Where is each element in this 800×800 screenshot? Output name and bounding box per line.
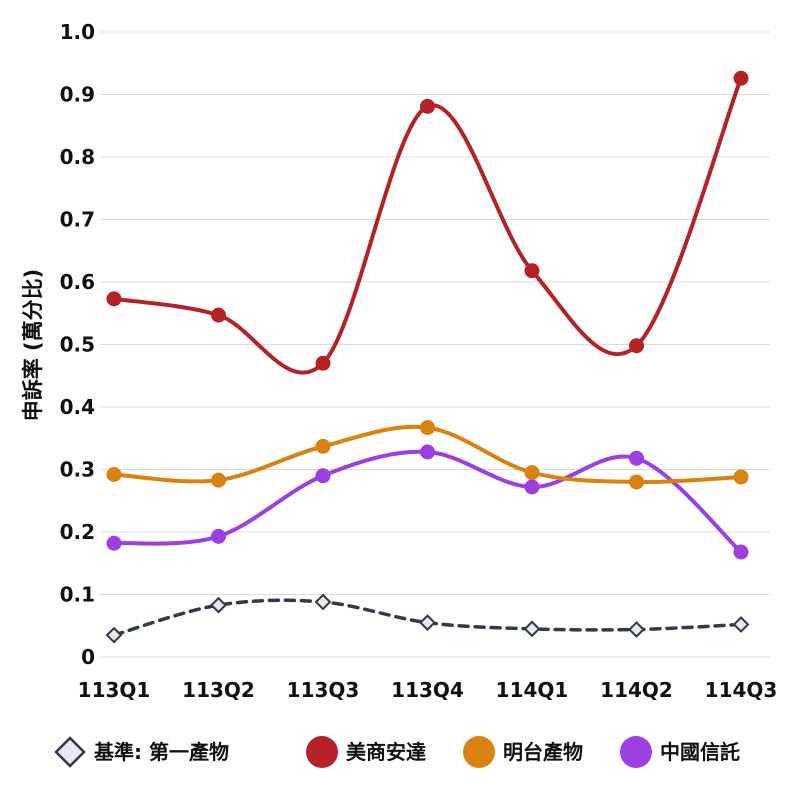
data-point bbox=[211, 528, 226, 544]
legend-marker bbox=[463, 736, 495, 768]
legend-marker bbox=[306, 736, 338, 768]
x-tick-label: 113Q4 bbox=[391, 678, 464, 702]
data-point bbox=[420, 444, 435, 460]
data-point bbox=[314, 593, 332, 611]
legend-label: 中國信託 bbox=[660, 740, 740, 764]
data-point bbox=[629, 450, 644, 466]
data-point bbox=[629, 338, 644, 354]
y-tick-label: 1.0 bbox=[60, 20, 95, 44]
y-tick-label: 0.1 bbox=[60, 583, 95, 607]
data-point bbox=[106, 467, 122, 482]
data-point bbox=[211, 307, 226, 323]
y-tick-label: 0.7 bbox=[60, 208, 95, 232]
data-point bbox=[419, 614, 436, 632]
y-tick-label: 0.6 bbox=[60, 270, 95, 294]
series-line bbox=[112, 76, 743, 375]
series-3 bbox=[106, 444, 749, 560]
legend-label: 基準: 第一產物 bbox=[94, 740, 229, 764]
x-tick-label: 113Q3 bbox=[287, 678, 360, 702]
y-tick-label: 0.3 bbox=[60, 458, 95, 482]
data-point bbox=[523, 620, 541, 638]
x-axis-ticks: 113Q1 113Q2 113Q3 113Q4 114Q1 114Q2 114Q3 bbox=[78, 678, 778, 702]
legend-item: 基準: 第一產物 bbox=[54, 736, 229, 768]
data-point bbox=[733, 70, 749, 86]
data-point bbox=[210, 596, 227, 614]
series-lines bbox=[105, 70, 750, 644]
y-tick-label: 0.9 bbox=[60, 83, 95, 107]
legend-label: 美商安達 bbox=[346, 740, 426, 764]
data-point bbox=[106, 535, 122, 551]
y-tick-label: 0.4 bbox=[60, 395, 95, 419]
data-point bbox=[420, 420, 435, 436]
series-0 bbox=[105, 593, 750, 644]
legend-item: 中國信託 bbox=[620, 736, 740, 768]
data-point bbox=[315, 468, 331, 484]
y-tick-label: 0.8 bbox=[60, 145, 95, 169]
data-point bbox=[105, 626, 123, 644]
data-point bbox=[732, 616, 750, 633]
legend-item: 明台產物 bbox=[463, 736, 583, 768]
data-point bbox=[315, 355, 331, 371]
data-point bbox=[629, 474, 644, 490]
x-tick-label: 114Q3 bbox=[705, 678, 778, 702]
legend: 基準: 第一產物 美商安達 明台產物 中國信託 bbox=[54, 736, 740, 768]
x-tick-label: 113Q2 bbox=[182, 678, 255, 702]
x-tick-label: 114Q2 bbox=[600, 678, 673, 702]
data-point bbox=[524, 263, 540, 279]
data-point bbox=[733, 544, 749, 560]
data-point bbox=[211, 472, 226, 488]
legend-item: 美商安達 bbox=[306, 736, 426, 768]
gridlines bbox=[100, 31, 770, 658]
data-point bbox=[733, 469, 749, 485]
legend-marker bbox=[620, 736, 652, 768]
y-tick-label: 0.2 bbox=[60, 520, 95, 544]
data-point bbox=[628, 621, 645, 638]
y-axis-ticks: 0 0.1 0.2 0.3 0.4 0.5 0.6 0.7 0.8 0.9 1.0 bbox=[60, 20, 95, 669]
data-point bbox=[524, 465, 540, 481]
series-1 bbox=[106, 70, 749, 375]
y-tick-label: 0.5 bbox=[60, 333, 95, 357]
series-line bbox=[112, 449, 743, 554]
data-point bbox=[315, 438, 331, 454]
data-point bbox=[420, 98, 435, 114]
y-axis-title: 申訴率 (萬分比) bbox=[21, 269, 45, 422]
legend-label: 明台產物 bbox=[503, 740, 583, 764]
series-2 bbox=[106, 420, 749, 490]
legend-marker bbox=[54, 736, 86, 768]
data-point bbox=[106, 291, 122, 307]
x-tick-label: 113Q1 bbox=[78, 678, 151, 702]
y-tick-label: 0 bbox=[81, 645, 95, 669]
x-tick-label: 114Q1 bbox=[496, 678, 569, 702]
data-point bbox=[524, 479, 540, 495]
